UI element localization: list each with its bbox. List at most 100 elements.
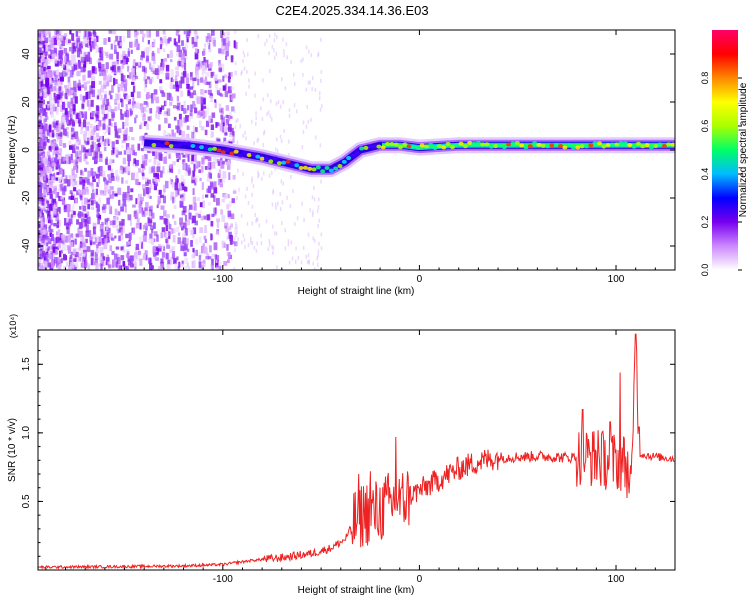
noise-cell: [165, 214, 170, 219]
noise-cell: [153, 238, 156, 243]
noise-cell: [103, 38, 107, 45]
noise-cell: [106, 232, 110, 238]
noise-cell: [84, 219, 87, 227]
noise-cell: [316, 208, 319, 213]
noise-cell: [71, 90, 75, 95]
noise-cell: [67, 209, 70, 218]
noise-cell: [181, 197, 185, 202]
noise-cell: [193, 259, 196, 268]
noise-cell: [221, 240, 225, 249]
noise-cell: [114, 106, 118, 111]
noise-cell: [59, 186, 64, 191]
noise-cell: [44, 157, 48, 166]
noise-cell: [49, 79, 53, 85]
noise-cell: [57, 155, 62, 159]
noise-cell: [76, 40, 79, 49]
colorbar-strip: [712, 30, 738, 270]
noise-cell: [233, 40, 236, 48]
noise-cell: [291, 256, 294, 261]
noise-cell: [70, 97, 74, 104]
noise-cell: [144, 207, 148, 212]
noise-cell: [175, 179, 178, 185]
ridge-blob: [497, 143, 503, 148]
noise-cell: [271, 244, 273, 249]
noise-cell: [74, 266, 77, 270]
noise-cell: [165, 238, 168, 243]
noise-cell: [134, 40, 139, 47]
noise-cell: [219, 108, 223, 113]
noise-cell: [73, 166, 77, 171]
noise-cell: [228, 225, 232, 231]
noise-cell: [302, 72, 304, 77]
noise-cell: [208, 48, 212, 53]
noise-cell: [116, 224, 119, 231]
noise-cell: [226, 31, 230, 36]
noise-cell: [181, 130, 185, 138]
noise-cell: [272, 246, 275, 251]
noise-cell: [199, 227, 204, 233]
noise-cell: [311, 87, 313, 92]
noise-cell: [242, 50, 245, 55]
noise-cell: [274, 166, 277, 171]
noise-cell: [51, 190, 56, 194]
noise-cell: [194, 202, 197, 211]
noise-cell: [42, 252, 46, 258]
noise-cell: [117, 229, 121, 234]
noise-cell: [92, 241, 96, 245]
noise-cell: [125, 143, 130, 150]
noise-cell: [143, 67, 147, 74]
ridge-blob: [566, 143, 572, 148]
noise-cell: [161, 251, 166, 258]
noise-cell: [50, 216, 53, 222]
noise-cell: [254, 213, 256, 218]
noise-cell: [81, 42, 85, 47]
noise-cell: [117, 83, 122, 89]
noise-cell: [57, 188, 61, 192]
noise-cell: [54, 74, 58, 82]
noise-cell: [180, 175, 184, 183]
noise-cell: [210, 193, 215, 198]
ridge-blob: [216, 148, 222, 153]
noise-cell: [78, 41, 83, 50]
noise-cell: [82, 245, 87, 251]
noise-cell: [104, 51, 109, 56]
noise-cell: [251, 176, 253, 181]
noise-cell: [189, 72, 193, 81]
noise-cell: [223, 194, 227, 200]
noise-cell: [89, 123, 93, 129]
noise-cell: [53, 222, 57, 227]
noise-cell: [96, 250, 99, 254]
noise-cell: [168, 165, 173, 173]
noise-cell: [166, 92, 171, 101]
noise-cell: [75, 247, 79, 256]
noise-cell: [91, 42, 95, 51]
noise-cell: [99, 246, 104, 254]
noise-cell: [70, 134, 74, 140]
noise-cell: [206, 106, 209, 115]
noise-cell: [130, 260, 134, 268]
ridge-blob: [354, 151, 360, 156]
noise-cell: [53, 118, 56, 123]
noise-cell: [38, 250, 42, 254]
noise-cell: [52, 121, 56, 128]
noise-cell: [226, 204, 230, 210]
noise-cell: [178, 39, 181, 44]
noise-cell: [54, 80, 58, 86]
noise-cell: [180, 245, 184, 251]
noise-cell: [60, 35, 65, 40]
noise-cell: [85, 230, 90, 238]
noise-cell: [120, 83, 124, 92]
noise-cell: [170, 77, 173, 83]
noise-cell: [78, 61, 81, 69]
noise-cell: [70, 127, 75, 132]
noise-cell: [96, 35, 99, 43]
noise-cell: [171, 251, 176, 259]
noise-cell: [40, 81, 44, 87]
noise-cell: [276, 265, 278, 270]
noise-cell: [64, 55, 67, 64]
noise-cell: [118, 211, 121, 216]
noise-cell: [70, 241, 74, 247]
noise-cell: [216, 218, 221, 222]
noise-cell: [225, 228, 229, 233]
noise-cell: [290, 174, 292, 179]
